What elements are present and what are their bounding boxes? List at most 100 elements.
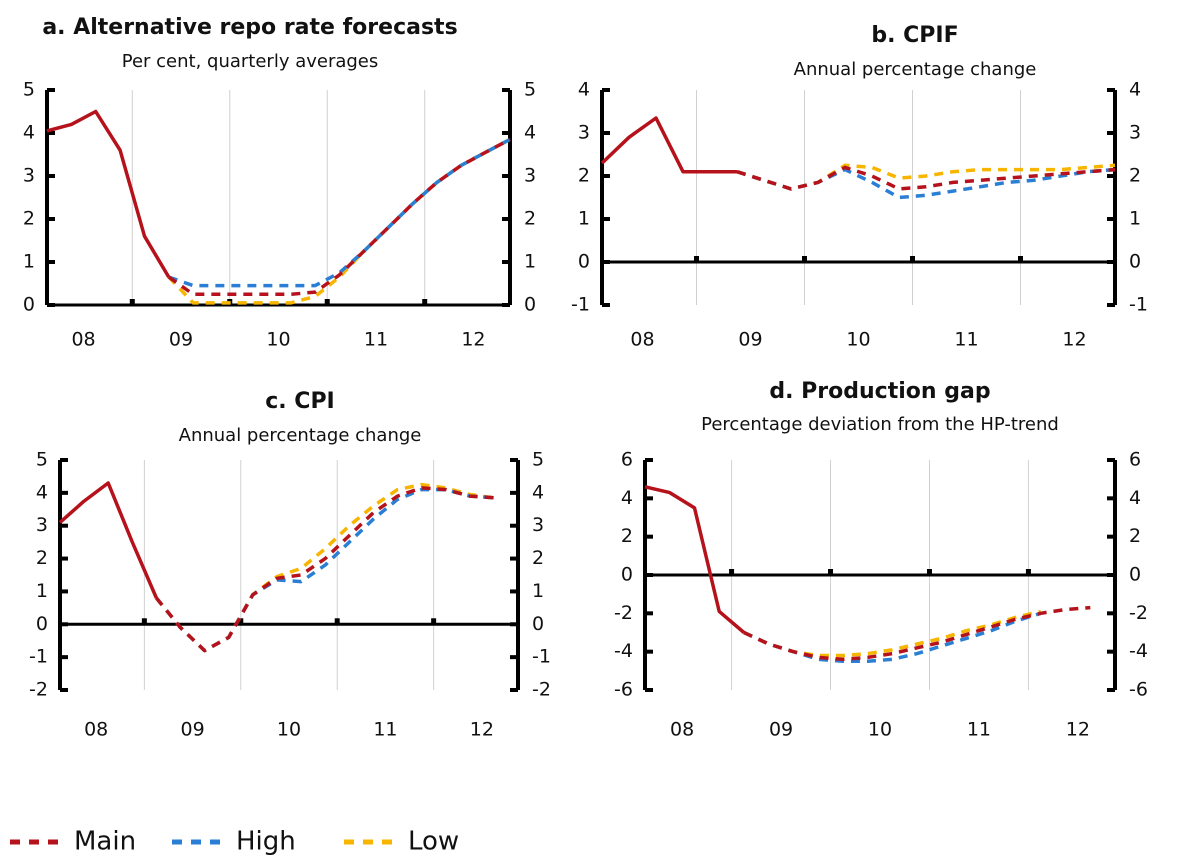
y-tick-label: -4	[614, 640, 633, 662]
x-tick-label: 08	[670, 719, 694, 741]
x-tick-label: 08	[71, 329, 95, 351]
y2-tick-label: -4	[1129, 640, 1148, 662]
y-tick-label: -2	[29, 679, 48, 701]
y2-tick-label: 2	[1129, 165, 1141, 187]
x-tick-label: 12	[1062, 329, 1086, 351]
y2-tick-label: 0	[524, 294, 536, 316]
x-tick-label: 11	[967, 719, 991, 741]
y2-tick-label: 3	[524, 165, 536, 187]
x-tick-label: 10	[846, 329, 870, 351]
y-tick-label: -6	[614, 679, 633, 701]
x-tick-label: 12	[470, 719, 494, 741]
series-line	[58, 481, 159, 599]
y-tick-label: 2	[578, 165, 590, 187]
y-tick-label: -1	[571, 294, 590, 316]
x-tick-label: 12	[1066, 719, 1090, 741]
series-line	[743, 609, 1042, 658]
x-tick-label: 10	[277, 719, 301, 741]
x-tick-label: 09	[769, 719, 793, 741]
series-line	[168, 137, 511, 288]
y2-tick-label: 1	[1129, 208, 1141, 230]
y2-tick-label: 2	[524, 208, 536, 230]
y2-tick-label: -2	[532, 679, 551, 701]
chart-title: b. CPIF	[871, 23, 958, 48]
y2-tick-label: -1	[1129, 294, 1148, 316]
y2-tick-label: 4	[1129, 79, 1141, 101]
y2-tick-label: 4	[524, 122, 536, 144]
x-tick-label: 09	[169, 329, 193, 351]
chart-subtitle: Percentage deviation from the HP-trend	[701, 414, 1059, 435]
series-line	[46, 109, 171, 278]
y2-tick-label: -2	[1129, 602, 1148, 624]
y-tick-label: -2	[614, 602, 633, 624]
y-tick-label: 1	[23, 251, 35, 273]
x-tick-label: 08	[84, 719, 108, 741]
y-tick-label: 0	[23, 294, 35, 316]
y2-tick-label: 0	[532, 613, 544, 635]
y2-tick-label: 1	[532, 580, 544, 602]
y-tick-label: 3	[578, 122, 590, 144]
y2-tick-label: 4	[532, 481, 544, 503]
legend-label: Main	[74, 827, 136, 857]
x-tick-label: 10	[266, 329, 290, 351]
series-line	[743, 605, 1091, 662]
y-tick-label: 2	[23, 208, 35, 230]
y-tick-label: 2	[621, 525, 633, 547]
y-tick-label: 2	[36, 547, 48, 569]
chart-subtitle: Per cent, quarterly averages	[122, 51, 379, 72]
chart-title: d. Production gap	[769, 379, 990, 404]
y2-tick-label: -1	[532, 646, 551, 668]
series-line	[736, 167, 1116, 200]
y-tick-label: 3	[36, 514, 48, 536]
y2-tick-label: 0	[1129, 564, 1141, 586]
x-tick-label: 11	[364, 329, 388, 351]
x-tick-label: 12	[461, 329, 485, 351]
y2-tick-label: 3	[1129, 122, 1141, 144]
y-tick-label: 0	[621, 564, 633, 586]
y2-tick-label: 6	[1129, 449, 1141, 471]
chart-subtitle: Annual percentage change	[179, 425, 422, 446]
y-tick-label: 1	[578, 208, 590, 230]
y2-tick-label: 5	[524, 79, 536, 101]
series-line	[155, 486, 495, 653]
y2-tick-label: 2	[1129, 525, 1141, 547]
y2-tick-label: 3	[532, 514, 544, 536]
series-line	[155, 487, 495, 653]
y-tick-label: 4	[621, 487, 633, 509]
y-tick-label: 3	[23, 165, 35, 187]
y-tick-label: 0	[36, 613, 48, 635]
y-tick-label: 5	[36, 449, 48, 471]
y2-tick-label: -6	[1129, 679, 1148, 701]
y-tick-label: 1	[36, 580, 48, 602]
y2-tick-label: 2	[532, 547, 544, 569]
y2-tick-label: 0	[1129, 251, 1141, 273]
y2-tick-label: 1	[524, 251, 536, 273]
y-tick-label: 6	[621, 449, 633, 471]
legend-label: Low	[408, 827, 459, 857]
y-tick-label: 0	[578, 251, 590, 273]
legend-label: High	[236, 827, 296, 857]
chart-subtitle: Annual percentage change	[794, 59, 1037, 80]
y2-tick-label: 5	[532, 449, 544, 471]
x-tick-label: 10	[868, 719, 892, 741]
series-line	[600, 116, 737, 174]
x-tick-label: 09	[180, 719, 204, 741]
y-tick-label: 4	[36, 481, 48, 503]
series-line	[644, 485, 746, 634]
series-line	[736, 165, 1116, 191]
series-line	[167, 137, 511, 305]
y2-tick-label: 4	[1129, 487, 1141, 509]
x-tick-label: 09	[738, 329, 762, 351]
y-tick-label: 4	[578, 79, 590, 101]
chart-title: c. CPI	[265, 389, 335, 414]
x-tick-label: 11	[373, 719, 397, 741]
series-line	[743, 611, 1042, 664]
y-tick-label: -1	[29, 646, 48, 668]
chart-title: a. Alternative repo rate forecasts	[42, 15, 457, 40]
y-tick-label: 4	[23, 122, 35, 144]
y-tick-label: 5	[23, 79, 35, 101]
series-line	[167, 137, 511, 297]
x-tick-label: 11	[954, 329, 978, 351]
x-tick-label: 08	[630, 329, 654, 351]
